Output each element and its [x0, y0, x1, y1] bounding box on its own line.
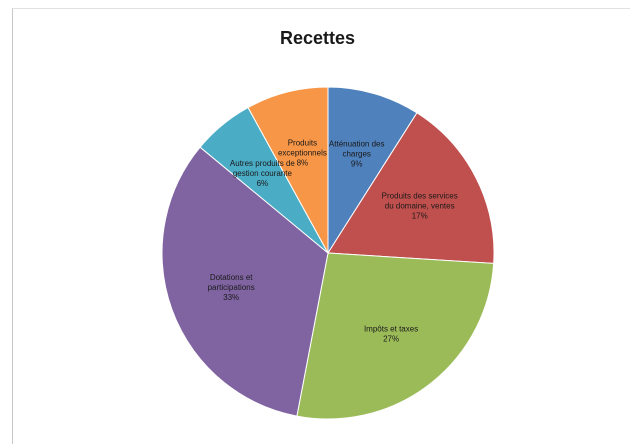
- chart-title: Recettes: [279, 28, 356, 48]
- slice-label: participations: [208, 283, 255, 292]
- slice-label: exceptionnels: [278, 148, 327, 157]
- slice-percent-label: 9%: [351, 159, 363, 168]
- slice-label: charges: [342, 149, 370, 158]
- slice-label: Produits: [288, 138, 317, 147]
- slice-percent-label: 33%: [223, 293, 239, 302]
- slice-percent-label: 6%: [257, 179, 269, 188]
- slice-label: Dotations et: [210, 273, 253, 282]
- pie-slice: [327, 86, 418, 255]
- pie-slice: [327, 112, 495, 264]
- slice-label: Autres produits de: [230, 159, 295, 168]
- pie-slice: [247, 86, 329, 254]
- slice-label: du domaine, ventes: [385, 201, 455, 210]
- slice-label: Atténuation des: [329, 139, 385, 148]
- slice-percent-label: 27%: [383, 334, 399, 343]
- pie-slice: [161, 146, 329, 417]
- slice-label: gestion courante: [233, 169, 293, 178]
- slice-percent-label: 17%: [412, 211, 428, 220]
- slice-label: Produits des services: [382, 191, 458, 200]
- slice-label: Impôts et taxes: [364, 324, 418, 333]
- slice-percent-label: 8%: [297, 158, 309, 167]
- pie-slice: [296, 252, 495, 420]
